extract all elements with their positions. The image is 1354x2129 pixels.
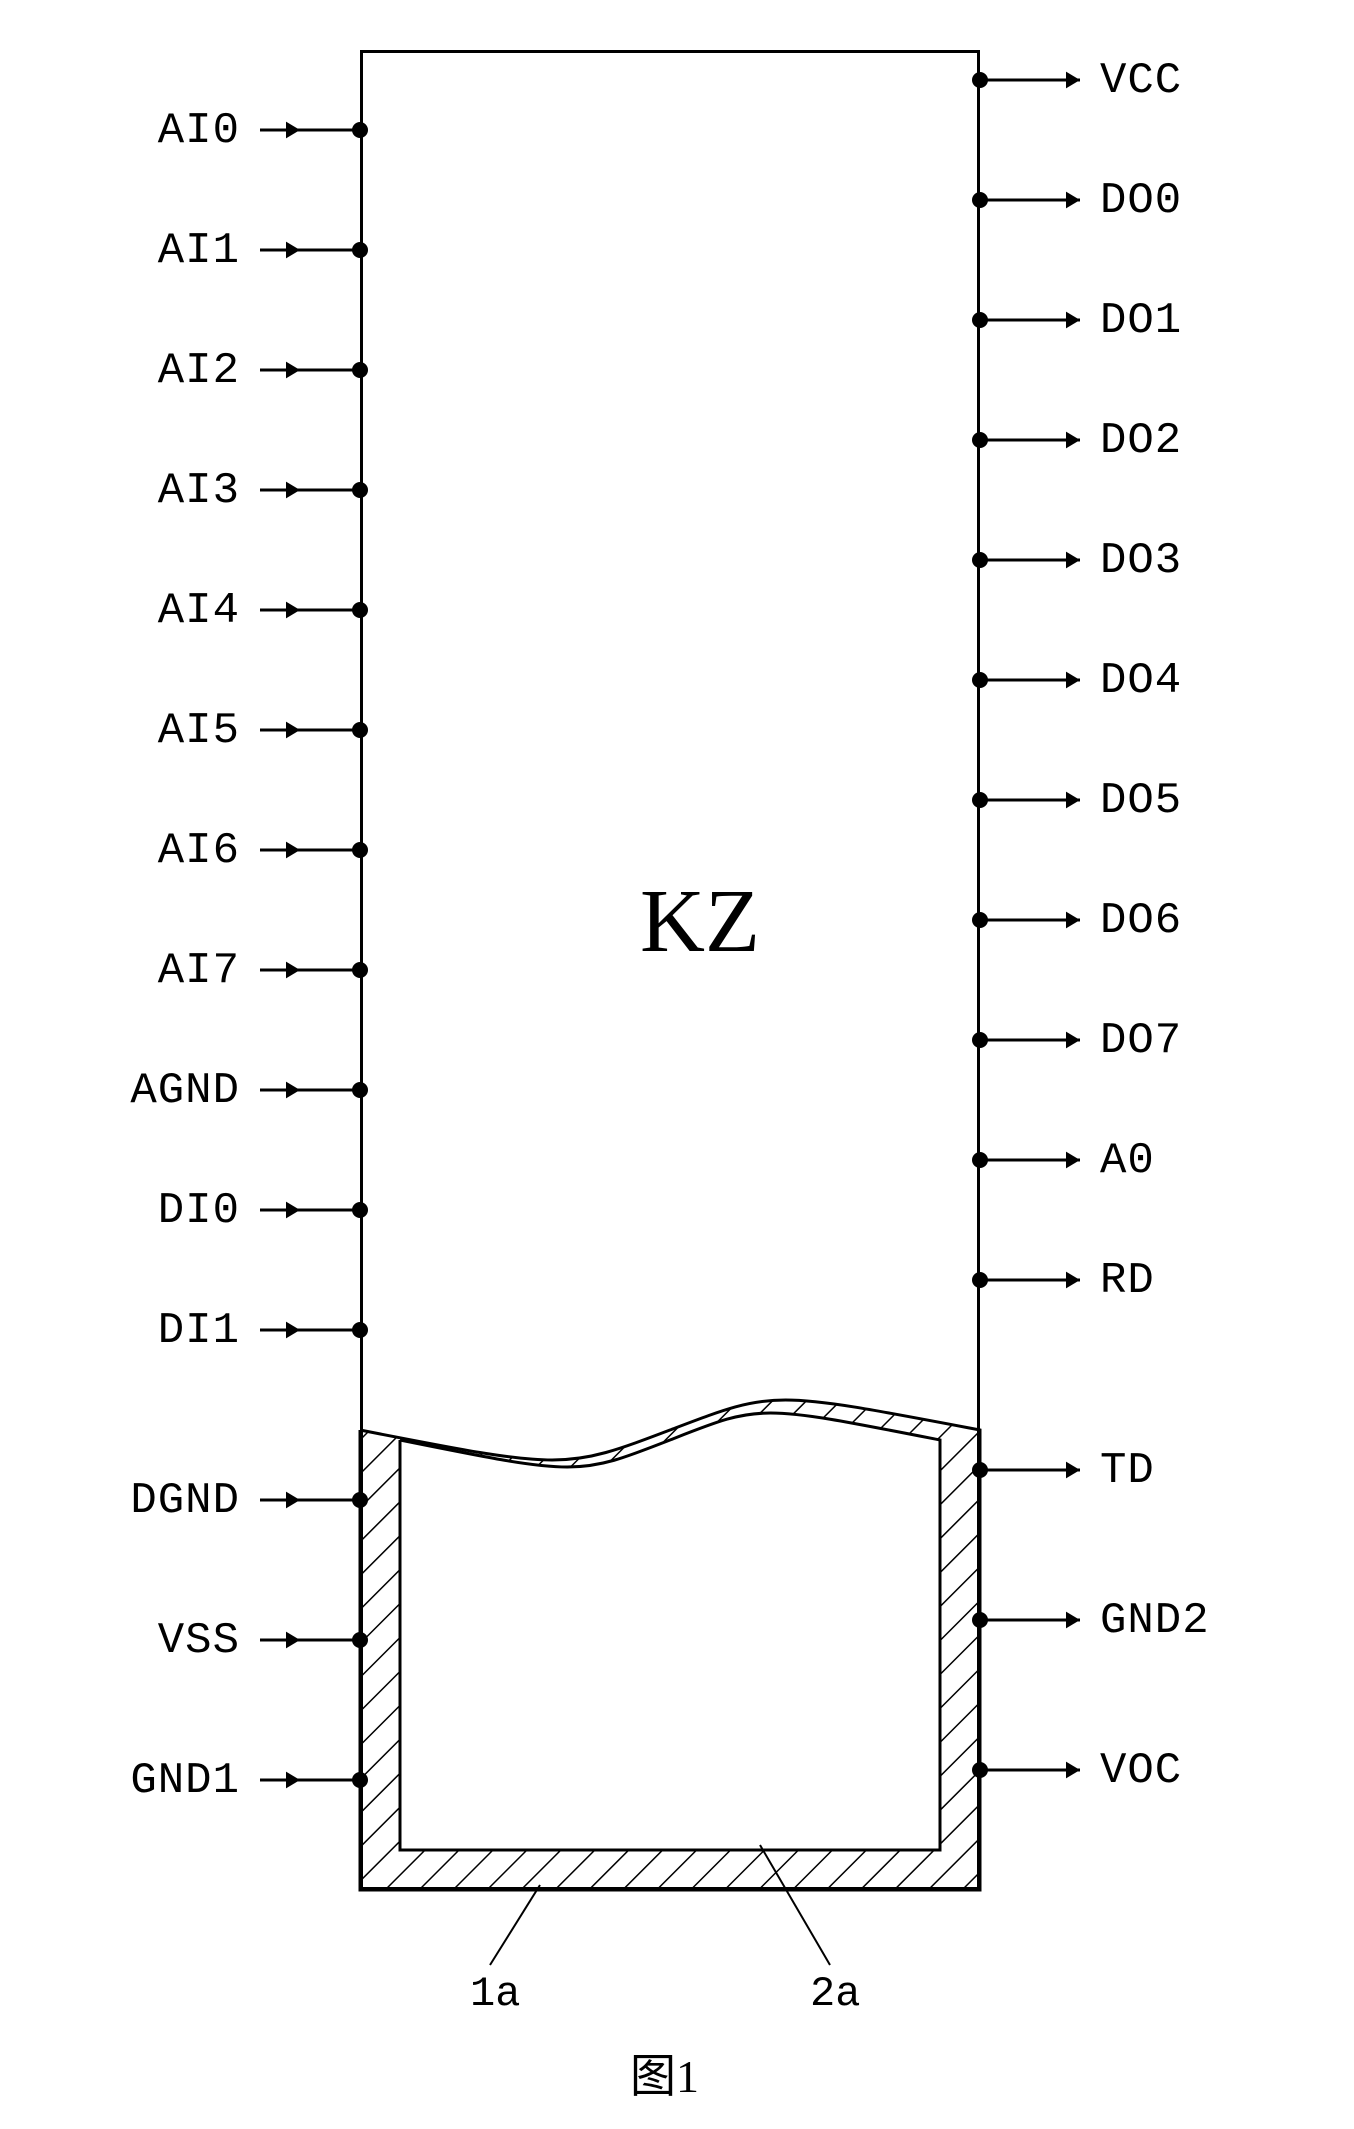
pin-label-right: DO4: [1100, 656, 1280, 706]
pin-right: [972, 552, 1080, 569]
pin-label-right: DO7: [1100, 1016, 1280, 1066]
pin-label-right: DO1: [1100, 296, 1280, 346]
figure-caption: 图1: [630, 2040, 699, 2106]
pin-right: [972, 1032, 1080, 1049]
pin-label-right: DO2: [1100, 416, 1280, 466]
hatched-region: [360, 1400, 980, 1890]
pin-label-right: VOC: [1100, 1746, 1280, 1796]
pins-right: [972, 72, 1080, 1779]
pin-left: [260, 1772, 368, 1789]
pin-right: [972, 432, 1080, 449]
pin-label-right: DO6: [1100, 896, 1280, 946]
pin-label-right: GND2: [1100, 1596, 1280, 1646]
pin-left: [260, 482, 368, 499]
pin-left: [260, 1492, 368, 1509]
pin-label-right: TD: [1100, 1446, 1280, 1496]
pin-right: [972, 912, 1080, 929]
pin-left: [260, 242, 368, 259]
pin-right: [972, 792, 1080, 809]
ic-pinout-diagram: KZ AI0AI1AI2AI3AI4AI5AI6AI7AGNDDI0DI: [0, 0, 1354, 2129]
pin-label-right: DO3: [1100, 536, 1280, 586]
pin-label-right: VCC: [1100, 56, 1280, 106]
pins-left: [260, 122, 368, 1789]
pin-left: [260, 722, 368, 739]
pin-label-left: AI3: [100, 466, 240, 516]
pin-label-left: DGND: [100, 1476, 240, 1526]
pin-right: [972, 672, 1080, 689]
pin-left: [260, 1632, 368, 1649]
pin-right: [972, 72, 1080, 89]
pin-label-left: AGND: [100, 1066, 240, 1116]
pin-right: [972, 192, 1080, 209]
pin-label-right: RD: [1100, 1256, 1280, 1306]
pin-label-left: AI0: [100, 106, 240, 156]
pin-label-left: GND1: [100, 1756, 240, 1806]
pin-label-left: AI6: [100, 826, 240, 876]
pin-right: [972, 1612, 1080, 1629]
pin-label-right: DO0: [1100, 176, 1280, 226]
pin-label-left: AI1: [100, 226, 240, 276]
pin-label-left: DI0: [100, 1186, 240, 1236]
pin-label-left: AI5: [100, 706, 240, 756]
pin-right: [972, 1272, 1080, 1289]
pin-left: [260, 602, 368, 619]
pin-left: [260, 962, 368, 979]
pin-right: [972, 1462, 1080, 1479]
pin-label-left: AI4: [100, 586, 240, 636]
pin-label-left: AI2: [100, 346, 240, 396]
pin-left: [260, 362, 368, 379]
pin-label-left: VSS: [100, 1616, 240, 1666]
pin-left: [260, 1202, 368, 1219]
pin-right: [972, 1152, 1080, 1169]
pin-right: [972, 1762, 1080, 1779]
reference-label: 2a: [810, 1970, 860, 2018]
pin-right: [972, 312, 1080, 329]
pin-left: [260, 842, 368, 859]
pin-label-left: DI1: [100, 1306, 240, 1356]
pin-label-right: DO5: [1100, 776, 1280, 826]
pin-left: [260, 1082, 368, 1099]
pin-label-left: AI7: [100, 946, 240, 996]
pin-label-right: A0: [1100, 1136, 1280, 1186]
pin-left: [260, 122, 368, 139]
reference-label: 1a: [470, 1970, 520, 2018]
pin-left: [260, 1322, 368, 1339]
